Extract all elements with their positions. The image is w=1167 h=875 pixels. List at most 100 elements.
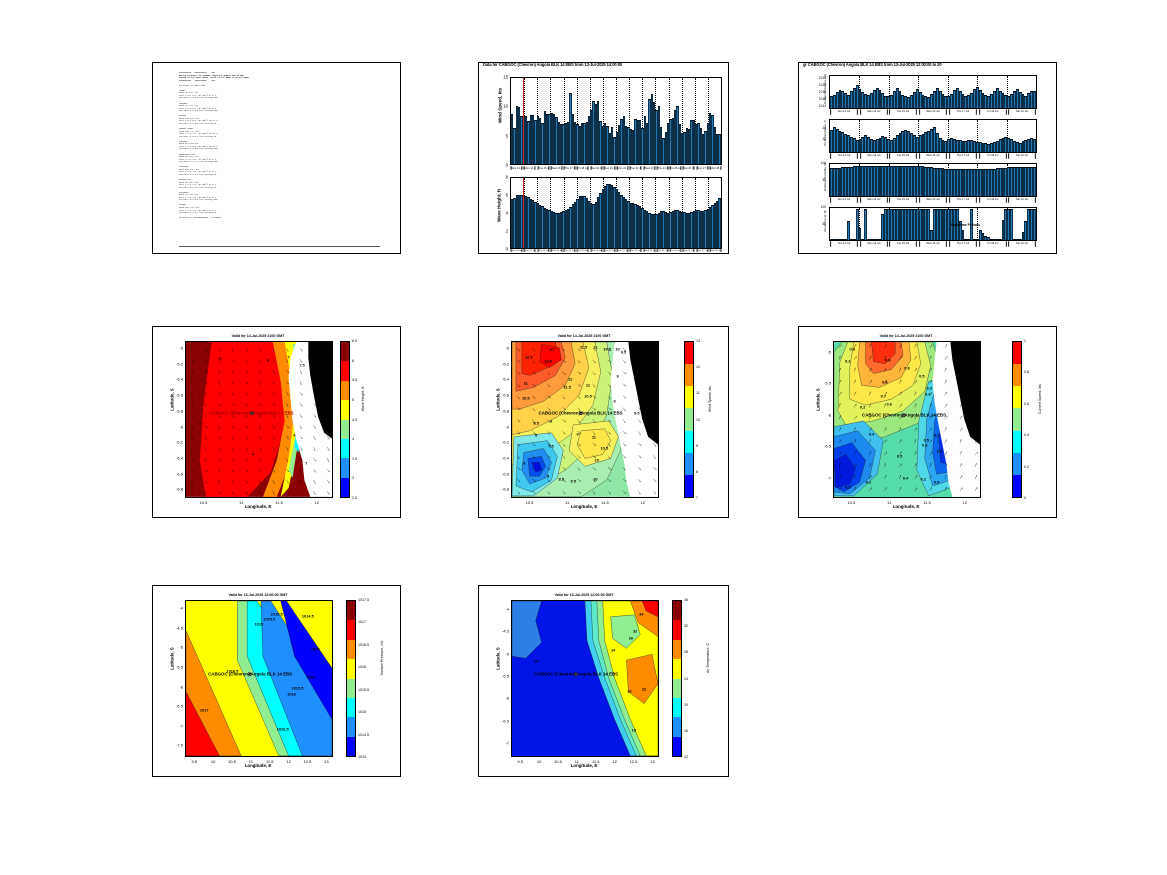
bar — [835, 239, 839, 240]
bar — [967, 239, 971, 240]
bar — [685, 213, 688, 248]
bar — [941, 139, 945, 152]
bar — [648, 99, 651, 164]
report-line: SATURDAY — [179, 190, 189, 194]
bar — [864, 94, 868, 108]
ytick-label: -5.6 — [176, 392, 183, 398]
bar — [517, 194, 521, 248]
bar — [1024, 139, 1028, 152]
bar — [830, 168, 833, 196]
bar — [998, 90, 1002, 108]
report-line: Currents 0.2-0.5 kts setting NNW — [179, 147, 218, 151]
bar — [972, 89, 976, 108]
contour-label: 11.5 — [563, 384, 571, 390]
bar — [1010, 93, 1013, 108]
colorbar-tick-label: 5 — [352, 397, 354, 402]
temperature-map-axes — [511, 600, 659, 757]
bar — [995, 168, 999, 196]
bar — [1010, 208, 1013, 240]
xtick-label: 12 — [962, 500, 967, 505]
colorbar-tick-label: 16 — [684, 728, 688, 733]
report-line: ========== ========== === — [179, 71, 216, 74]
colorbar-tick-label: 0 — [1024, 496, 1026, 500]
bar — [964, 239, 968, 240]
bar — [566, 208, 570, 248]
xtick-label: Tue 15 Jul — [889, 241, 917, 247]
bar — [935, 88, 939, 108]
bar — [583, 196, 586, 248]
bar — [1033, 139, 1036, 152]
bar — [958, 140, 962, 152]
bar — [694, 124, 698, 164]
bar — [590, 203, 593, 248]
bar — [855, 166, 859, 196]
bar — [548, 210, 551, 248]
bar — [1013, 91, 1016, 108]
report-line: THURSDAY — [179, 165, 189, 169]
bar — [838, 239, 842, 240]
bar — [878, 165, 882, 196]
bar — [915, 208, 919, 240]
ytick-label: 1018 — [818, 90, 826, 94]
xtick-label: Mon 14 Jul — [859, 241, 888, 247]
bar — [938, 91, 942, 108]
bar — [604, 122, 607, 164]
bar — [898, 91, 902, 108]
contour-label: 12 — [568, 376, 573, 382]
contour-label: 0.5 — [919, 373, 925, 379]
bar — [701, 134, 705, 164]
ytick-label: -6 — [505, 695, 509, 701]
xtick-label: Wed 23 Jul — [643, 166, 656, 170]
colorbar-tick-label: 0.4 — [1024, 433, 1029, 438]
bar — [847, 135, 851, 152]
bar — [613, 186, 616, 248]
map-title: Valid for 14-Jul-2025 2100 GMT — [557, 334, 611, 338]
xtick-label: Thu 17 Jul — [563, 166, 576, 170]
bar — [683, 131, 686, 164]
colorbar-tick-label: 3 — [352, 476, 354, 481]
colorbar-tick-label: 6.5 — [352, 339, 357, 343]
surface-pressure-subplot-axes — [829, 75, 1037, 109]
surface-pressure-map-panel: Valid for 13-Jul-2025 12:00:00 GMT Latit… — [152, 585, 401, 777]
xtick-label: 10.5 — [228, 759, 236, 764]
ytick-label: -6.5 — [502, 718, 509, 724]
bar — [910, 208, 913, 240]
xtick-label: Sun 13 Jul — [830, 197, 858, 203]
ytick-label: -5 — [827, 349, 831, 355]
bar — [629, 129, 633, 164]
bar — [715, 133, 719, 164]
bar — [662, 137, 665, 164]
bar — [524, 116, 528, 164]
bar — [921, 94, 925, 108]
bar — [958, 168, 962, 196]
bar — [1001, 220, 1005, 240]
bar — [898, 208, 902, 240]
bar — [930, 94, 933, 108]
bar — [987, 95, 991, 108]
xtick-label: Sun 27 Jul — [696, 249, 709, 252]
colorbar-tick-label: 1016 — [358, 665, 366, 670]
bar — [706, 122, 709, 164]
colorbar-tick-label: 4 — [352, 437, 354, 442]
bar — [847, 94, 851, 108]
report-line: Wind SSW 7-11 kts — [179, 167, 200, 171]
xtick-label: 12 — [286, 759, 291, 764]
map-title: Valid for 13-Jul-2025 12:00:00 GMT — [228, 593, 288, 597]
contour-label: 4 — [251, 451, 255, 457]
ytick-label: -5.8 — [502, 408, 509, 414]
bar — [950, 168, 953, 196]
bar — [858, 88, 862, 108]
bar — [895, 208, 899, 240]
ytick-label: -5.4 — [502, 376, 509, 382]
contour-label: 14 — [610, 647, 616, 653]
bar — [587, 200, 591, 248]
bar — [680, 133, 684, 164]
bar — [590, 110, 593, 164]
bar — [835, 167, 839, 196]
bar — [580, 195, 584, 248]
gridline-vertical — [668, 78, 670, 164]
colorbar-tick-label: 7 — [696, 496, 698, 500]
contour-label: 0.2 — [920, 476, 926, 482]
report-line: ========== ========== === — [179, 78, 216, 82]
bar — [892, 91, 896, 108]
